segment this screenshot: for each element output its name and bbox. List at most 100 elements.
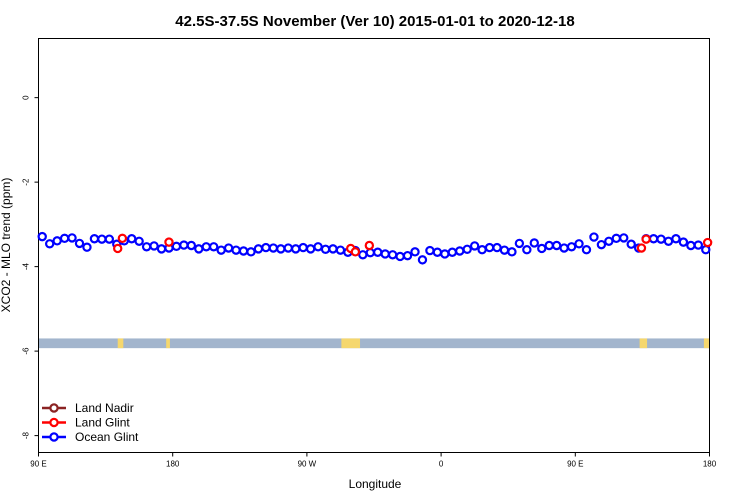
legend-marker	[49, 432, 59, 442]
ocean-glint-point	[455, 246, 465, 256]
y-axis: 0 -2 -4 -6 -8	[22, 95, 39, 439]
ocean-glint-point	[89, 234, 100, 244]
ocean-glint-point	[544, 240, 554, 251]
land-glint-point	[117, 233, 128, 244]
ocean-glint-point	[529, 238, 539, 248]
ocean-glint-point	[380, 249, 390, 259]
land-strip-segment	[117, 338, 124, 349]
ocean-glint-point	[156, 244, 167, 254]
ocean-glint-point	[52, 236, 62, 246]
ocean-glint-point	[134, 236, 144, 246]
ocean-glint-point	[410, 247, 420, 257]
ocean-glint-point	[395, 251, 405, 262]
ocean-glint-point	[246, 247, 256, 257]
ocean-glint-point	[216, 245, 226, 255]
ocean-glint-point	[328, 244, 338, 254]
ocean-glint-point	[589, 232, 599, 242]
x-tick-label: 90 E	[30, 460, 46, 469]
ocean-glint-point	[537, 243, 547, 254]
ocean-glint-point	[97, 234, 107, 244]
ocean-glint-point	[365, 247, 375, 258]
ocean-glint-point	[126, 234, 137, 244]
ocean-glint-point	[223, 243, 234, 253]
ocean-glint-point	[283, 243, 293, 253]
ocean-glint-point	[499, 245, 510, 255]
ocean-glint-point	[425, 245, 435, 256]
x-tick-label: 180	[166, 460, 180, 469]
land-glint-point	[113, 243, 123, 254]
chart-title: 42.5S-37.5S November (Ver 10) 2015-01-01…	[175, 13, 574, 30]
ocean-glint-point	[522, 245, 532, 255]
ocean-glint-point	[82, 242, 92, 252]
x-tick-label: 0	[439, 460, 444, 469]
land-glint-point	[364, 240, 375, 251]
ocean-glint-point	[231, 245, 241, 255]
ocean-glint-point	[201, 242, 211, 252]
ocean-glint-point	[432, 247, 443, 257]
ocean-strip	[38, 338, 710, 349]
ocean-glint-point	[253, 244, 264, 254]
x-axis: 90 E 180 90 W 0 90 E 180	[30, 452, 717, 469]
ocean-glint-point	[559, 243, 569, 253]
legend-label: Ocean Glint	[75, 430, 139, 444]
ocean-glint-point	[671, 234, 681, 244]
ocean-glint-point	[678, 237, 689, 247]
ocean-glint-point	[656, 234, 666, 244]
ocean-glint-point	[291, 244, 301, 254]
ocean-glint-point	[492, 242, 502, 253]
ocean-glint-point	[507, 247, 517, 257]
ocean-glint-point	[238, 246, 249, 256]
legend-label: Land Glint	[75, 416, 130, 430]
ocean-glint-point	[387, 250, 398, 260]
ocean-glint-point	[440, 249, 450, 259]
x-axis-label: Longitude	[349, 477, 402, 491]
legend-marker	[49, 403, 59, 413]
ocean-glint-point	[298, 242, 308, 253]
ocean-glint-point	[551, 240, 562, 251]
y-tick-label: -4	[22, 263, 31, 271]
land-strip-segment	[639, 338, 648, 349]
ocean-glint-point	[604, 236, 614, 246]
ocean-glint-point	[171, 241, 182, 252]
land-glint-point	[636, 243, 647, 253]
x-tick-label: 90 E	[567, 460, 583, 469]
ocean-glint-point	[186, 240, 197, 251]
ocean-glint-point	[417, 255, 428, 265]
land-glint-point	[164, 237, 174, 247]
ocean-glint-point	[179, 240, 189, 250]
land-glint-point	[702, 237, 713, 248]
ocean-glint-point	[566, 242, 577, 252]
ocean-glint-point	[701, 245, 711, 255]
ocean-glint-point	[276, 244, 286, 254]
ocean-glint-point	[44, 239, 55, 249]
ocean-glint-point	[477, 245, 487, 255]
ocean-glint-point	[514, 238, 525, 249]
legend-marker	[49, 417, 59, 428]
ocean-glint-point	[261, 242, 271, 253]
ocean-glint-point	[619, 233, 629, 243]
x-tick-label: 90 W	[298, 460, 317, 469]
ocean-glint-point	[104, 234, 115, 244]
land-glint-point	[350, 247, 361, 257]
ocean-glint-point	[611, 233, 622, 244]
y-axis-label: XCO2 - MLO trend (ppm)	[0, 178, 13, 313]
ocean-glint-point	[305, 244, 316, 254]
ocean-glint-point	[469, 241, 480, 251]
ocean-glint-point	[402, 250, 413, 261]
ocean-glint-point	[626, 239, 636, 249]
ocean-glint-point	[581, 245, 592, 255]
ocean-glint-point	[149, 241, 159, 251]
ocean-glint-point	[462, 244, 472, 255]
data-points	[37, 231, 713, 265]
ocean-glint-point	[358, 250, 368, 260]
ocean-glint-point	[693, 240, 704, 250]
ocean-glint-point	[67, 233, 77, 243]
ocean-glint-point	[194, 244, 204, 254]
x-tick-label: 180	[703, 460, 717, 469]
ocean-glint-point	[141, 242, 152, 252]
ocean-glint-point	[663, 236, 674, 246]
ocean-glint-point	[373, 247, 383, 257]
ocean-glint-point	[335, 245, 346, 255]
